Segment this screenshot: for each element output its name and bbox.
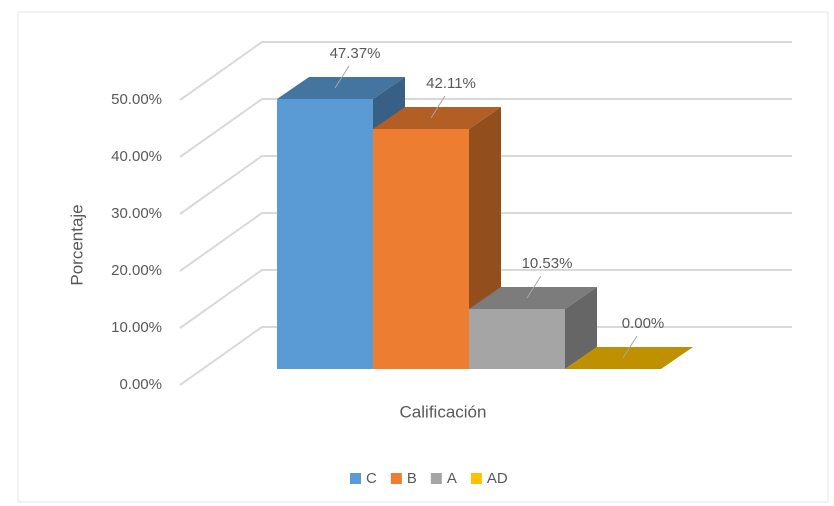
bar-top [277, 76, 405, 99]
bar-top [469, 286, 597, 309]
grid-line [179, 155, 792, 215]
y-tick-label: 20.00% [111, 262, 162, 279]
leader-line [622, 335, 638, 359]
y-tick-label: 10.00% [111, 319, 162, 336]
grid-line [179, 98, 792, 158]
bar [277, 98, 373, 369]
bar [373, 128, 469, 369]
bar-side [565, 286, 597, 369]
y-tick-label: 0.00% [119, 376, 162, 393]
leader-line [526, 275, 542, 299]
data-label: 47.37% [330, 45, 381, 62]
bar-top [373, 106, 501, 129]
legend-label: A [447, 470, 457, 487]
y-tick-label: 50.00% [111, 91, 162, 108]
legend-label: C [366, 470, 377, 487]
bar-top [565, 347, 693, 369]
y-axis-title: Porcentaje [67, 204, 86, 285]
legend-swatch [350, 473, 361, 484]
bar [469, 308, 565, 369]
data-label: 10.53% [522, 255, 573, 272]
y-tick-label: 40.00% [111, 148, 162, 165]
grid-line [179, 269, 792, 329]
grid-line [179, 41, 792, 101]
legend-swatch [390, 473, 402, 484]
x-axis-title: Calificación [400, 402, 487, 421]
legend-label: B [407, 470, 417, 487]
y-tick-label: 30.00% [111, 205, 162, 222]
legend-swatch [470, 473, 482, 484]
data-label: 42.11% [426, 75, 476, 92]
leader-line [430, 95, 446, 119]
grid-line [179, 212, 792, 272]
legend-swatch [430, 473, 442, 484]
data-label: 0.00% [622, 315, 665, 332]
grid-line [179, 326, 792, 386]
leader-line [334, 65, 350, 89]
legend-label: AD [487, 470, 508, 487]
